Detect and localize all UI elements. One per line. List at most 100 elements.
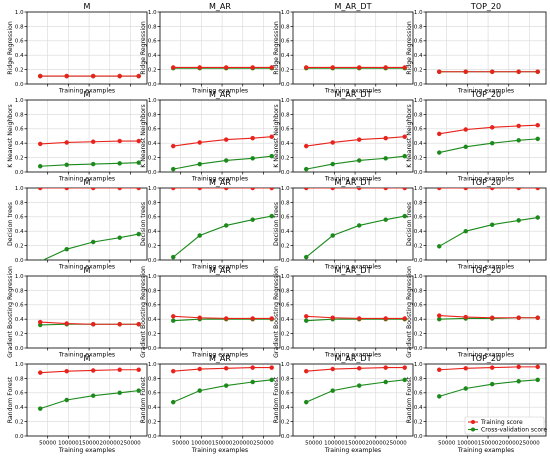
panel-0-1: 0.0 0.2 0.4 0.6 0.8 1.0 M_AR Training examples R… [140,2,281,95]
cross-validation-score-line [306,379,405,403]
training-score-point [197,315,202,321]
training-score-point [136,188,141,191]
panel-title: TOP_20 [470,354,501,363]
cross-validation-score-point [269,377,274,383]
training-score-line [40,369,139,374]
training-score-line [306,136,405,147]
y-tick-label: 0.0 [281,434,290,440]
training-score-point [90,321,96,327]
axes-frame [159,11,281,85]
y-tick-label: 0.6 [414,215,423,221]
training-score-point [489,365,495,370]
cross-validation-score-line [172,215,272,258]
training-score-point [303,188,309,191]
y-tick-label: 0.4 [15,229,24,235]
y-axis-label: Gradient Boosting Regression [7,266,14,358]
y-tick-label: 0.8 [281,24,290,30]
training-score-point [535,364,540,370]
y-tick-label: 0.8 [15,200,24,206]
y-tick-label: 0.8 [148,376,157,382]
y-tick-label: 1.0 [281,362,290,368]
cross-validation-score-line [439,138,538,154]
y-tick-label: 0.8 [15,24,24,30]
cross-validation-score-point [463,144,468,150]
y-tick-label: 1.0 [148,186,157,192]
y-tick-label: 0.0 [414,258,423,264]
training-score-point [250,135,255,141]
panel-4-1: 0.0 0.2 0.4 0.6 0.8 1.0 50000 100000 150000 20000… [140,354,281,454]
plot-area [303,65,407,71]
y-tick-label: 0.4 [281,229,290,235]
cross-validation-score-point [402,153,407,159]
training-score-point [489,188,495,191]
training-score-point [402,134,407,139]
y-tick-label: 0.8 [281,112,290,118]
cross-validation-score-point [303,166,309,172]
x-tick-label: 250000 [519,441,540,447]
y-tick-label: 0.2 [281,244,290,250]
y-tick-label: 0.2 [148,68,157,74]
y-axis-label: Decision trees [406,202,413,246]
training-score-point [269,316,274,321]
y-tick-label: 1.0 [15,362,24,368]
x-tick-label: 200000 [365,441,386,447]
y-tick-label: 0.6 [281,391,290,397]
panel-title: M_AR_DT [335,178,372,187]
training-score-point [64,140,69,145]
y-tick-label: 1.0 [414,10,423,16]
training-score-point [330,366,335,372]
x-axis-label: Training examples [457,88,514,95]
plot-area [170,365,274,405]
y-tick-label: 0.8 [414,376,423,382]
cross-validation-score-point [330,233,335,238]
plot-area [436,364,540,399]
cross-validation-score-line [438,216,538,247]
cross-validation-score-point [383,217,388,222]
cross-validation-score-point [170,166,176,172]
y-tick-label: 0.2 [15,68,24,74]
y-tick-label: 0.2 [281,420,290,426]
training-score-point [90,368,96,373]
y-tick-label: 0.0 [148,346,157,352]
y-tick-label: 0.0 [281,346,290,352]
training-score-line [439,315,538,319]
y-tick-label: 0.0 [15,346,24,352]
plot-area [303,314,407,323]
x-axis-label: Training examples [191,264,248,271]
y-axis-label: Ridge Regression [273,21,280,75]
x-axis-label: Training examples [191,447,248,454]
cross-validation-score-point [223,158,229,163]
training-score-point [223,366,229,371]
y-tick-label: 0.0 [414,170,423,176]
y-tick-label: 0.8 [148,288,157,294]
y-tick-label: 0.2 [15,244,24,250]
y-axis-label: Ridge Regression [7,21,14,75]
y-tick-label: 1.0 [414,362,423,368]
cross-validation-score-line [173,379,272,403]
panel-4-0: 0.0 0.2 0.4 0.6 0.8 1.0 50000 100000 150000 20000… [7,354,148,454]
x-tick-label: 200000 [99,441,120,447]
training-score-point [223,137,229,142]
x-tick-label: 250000 [120,441,141,447]
y-tick-label: 0.6 [15,39,24,45]
plot-area [170,65,274,71]
y-tick-label: 0.0 [15,170,24,176]
panel-title: M_AR [209,178,231,187]
y-tick-label: 0.4 [148,317,157,323]
training-score-point [136,367,141,373]
training-score-point [516,69,521,75]
y-tick-label: 0.0 [148,434,157,440]
x-axis-label: Training examples [457,264,514,271]
training-score-point [489,69,495,75]
cross-validation-score-point [197,233,202,238]
y-tick-label: 0.6 [414,39,423,45]
x-tick-label: 50000 [172,441,190,447]
training-score-point [64,188,69,191]
training-score-point [136,321,141,327]
plot-area [436,69,540,75]
training-score-point [117,138,122,144]
training-score-line [173,367,272,372]
